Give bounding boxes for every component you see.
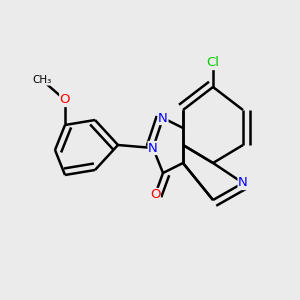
Text: Cl: Cl [206, 56, 220, 70]
Text: O: O [150, 188, 160, 202]
Text: N: N [148, 142, 158, 154]
Text: N: N [158, 112, 168, 124]
Text: O: O [60, 94, 70, 106]
Text: CH₃: CH₃ [32, 75, 52, 85]
Text: N: N [238, 176, 248, 190]
